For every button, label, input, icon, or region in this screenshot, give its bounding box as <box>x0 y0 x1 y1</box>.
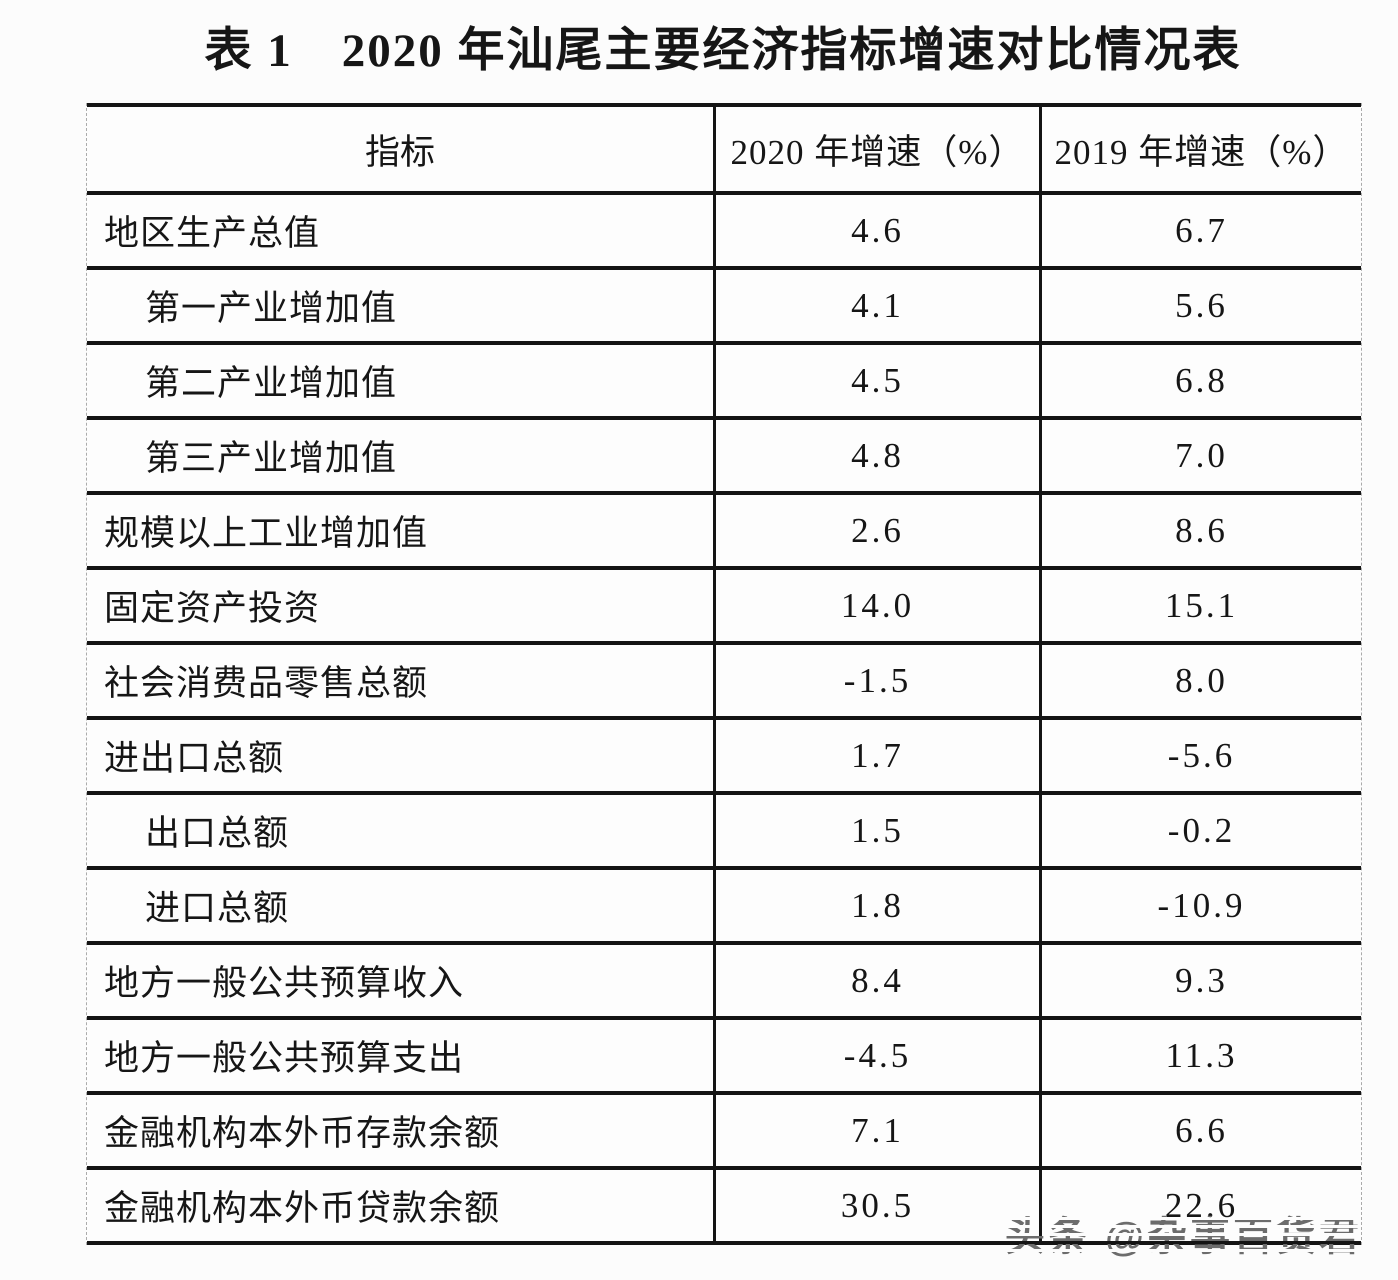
growth-2019-cell: -10.9 <box>1039 870 1361 945</box>
growth-2020-cell: 14.0 <box>713 570 1039 645</box>
indicator-cell: 第二产业增加值 <box>87 345 713 420</box>
table-row: 地区生产总值 4.6 6.7 <box>87 195 1361 270</box>
growth-2019-cell: 5.6 <box>1039 270 1361 345</box>
indicator-cell: 地区生产总值 <box>87 195 713 270</box>
indicator-cell: 金融机构本外币贷款余额 <box>87 1170 713 1245</box>
growth-2019-cell: 15.1 <box>1039 570 1361 645</box>
growth-2019-cell: 8.6 <box>1039 495 1361 570</box>
indicator-cell: 地方一般公共预算收入 <box>87 945 713 1020</box>
col-header-growth-2020: 2020 年增速（%） <box>713 103 1039 195</box>
indicator-cell: 进口总额 <box>87 870 713 945</box>
growth-2020-cell: 8.4 <box>713 945 1039 1020</box>
growth-2020-cell: 4.6 <box>713 195 1039 270</box>
growth-2020-cell: 1.5 <box>713 795 1039 870</box>
table-row: 地方一般公共预算支出 -4.5 11.3 <box>87 1020 1361 1095</box>
col-header-growth-2019: 2019 年增速（%） <box>1039 103 1361 195</box>
growth-2019-cell: -5.6 <box>1039 720 1361 795</box>
table-row: 规模以上工业增加值 2.6 8.6 <box>87 495 1361 570</box>
indicator-cell: 第一产业增加值 <box>87 270 713 345</box>
indicator-cell: 地方一般公共预算支出 <box>87 1020 713 1095</box>
growth-2019-cell: 8.0 <box>1039 645 1361 720</box>
table-row: 出口总额 1.5 -0.2 <box>87 795 1361 870</box>
indicator-cell: 第三产业增加值 <box>87 420 713 495</box>
table-row: 进口总额 1.8 -10.9 <box>87 870 1361 945</box>
growth-2020-cell: 1.8 <box>713 870 1039 945</box>
table-row: 金融机构本外币存款余额 7.1 6.6 <box>87 1095 1361 1170</box>
indicator-cell: 规模以上工业增加值 <box>87 495 713 570</box>
indicator-cell: 社会消费品零售总额 <box>87 645 713 720</box>
table-row: 金融机构本外币贷款余额 30.5 22.6 <box>87 1170 1361 1245</box>
growth-2020-cell: 1.7 <box>713 720 1039 795</box>
growth-2019-cell: 7.0 <box>1039 420 1361 495</box>
watermark: 头条 @杂事百货君 <box>1005 1204 1362 1262</box>
growth-2019-cell: 22.6 <box>1039 1170 1361 1245</box>
growth-2020-cell: -1.5 <box>713 645 1039 720</box>
indicator-cell: 出口总额 <box>87 795 713 870</box>
growth-2019-cell: 9.3 <box>1039 945 1361 1020</box>
growth-2020-cell: -4.5 <box>713 1020 1039 1095</box>
growth-2020-cell: 4.1 <box>713 270 1039 345</box>
table-row: 固定资产投资 14.0 15.1 <box>87 570 1361 645</box>
growth-2019-cell: 6.7 <box>1039 195 1361 270</box>
table-row: 第三产业增加值 4.8 7.0 <box>87 420 1361 495</box>
table-title: 表 1 2020 年汕尾主要经济指标增速对比情况表 <box>204 25 1242 77</box>
col-header-indicator: 指标 <box>87 103 713 195</box>
growth-2020-cell: 7.1 <box>713 1095 1039 1170</box>
table-row: 第二产业增加值 4.5 6.8 <box>87 345 1361 420</box>
growth-2020-cell: 30.5 <box>713 1170 1039 1245</box>
table-row: 第一产业增加值 4.1 5.6 <box>87 270 1361 345</box>
growth-2019-cell: 6.6 <box>1039 1095 1361 1170</box>
growth-2019-cell: 11.3 <box>1039 1020 1361 1095</box>
table-body: 地区生产总值 4.6 6.7 第一产业增加值 4.1 5.6 第二产业增加值 4… <box>87 195 1361 1245</box>
growth-2020-cell: 2.6 <box>713 495 1039 570</box>
growth-2019-cell: 6.8 <box>1039 345 1361 420</box>
growth-2020-cell: 4.5 <box>713 345 1039 420</box>
header-row: 指标 2020 年增速（%） 2019 年增速（%） <box>87 103 1361 195</box>
growth-2020-cell: 4.8 <box>713 420 1039 495</box>
indicators-table: 指标 2020 年增速（%） 2019 年增速（%） 地区生产总值 4.6 6.… <box>86 103 1362 1245</box>
table-row: 进出口总额 1.7 -5.6 <box>87 720 1361 795</box>
indicator-cell: 进出口总额 <box>87 720 713 795</box>
indicator-cell: 金融机构本外币存款余额 <box>87 1095 713 1170</box>
indicator-cell: 固定资产投资 <box>87 570 713 645</box>
table-row: 地方一般公共预算收入 8.4 9.3 <box>87 945 1361 1020</box>
table-row: 社会消费品零售总额 -1.5 8.0 <box>87 645 1361 720</box>
growth-2019-cell: -0.2 <box>1039 795 1361 870</box>
